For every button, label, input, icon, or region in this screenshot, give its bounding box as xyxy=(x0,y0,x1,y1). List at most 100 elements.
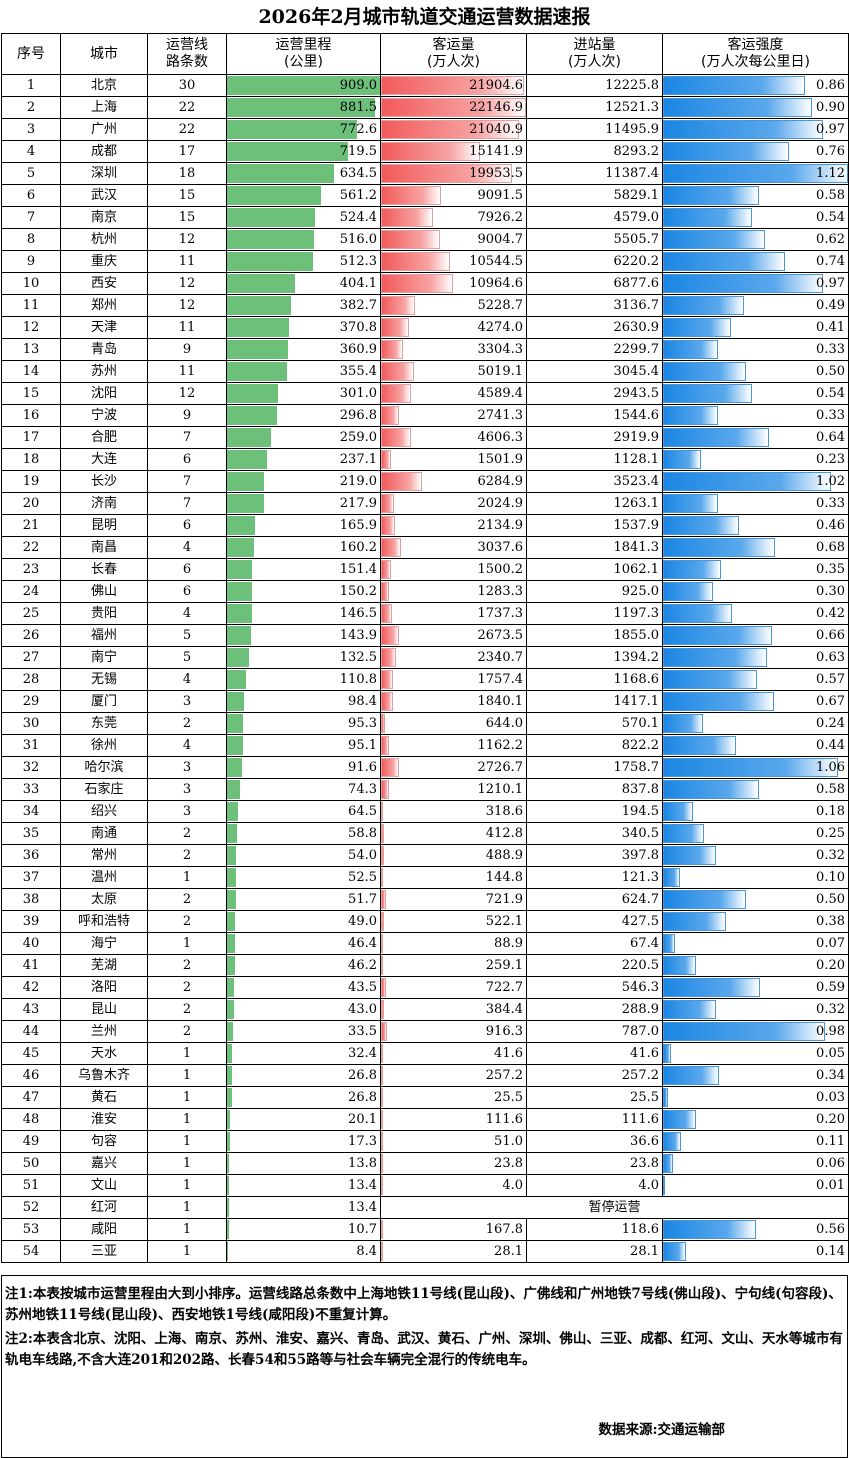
rank-cell: 17 xyxy=(1,426,61,449)
lines-cell: 2 xyxy=(147,954,227,977)
intensity-cell-bar xyxy=(663,824,705,843)
entries-cell: 624.7 xyxy=(526,888,663,911)
mileage-cell-value: 43.5 xyxy=(348,980,377,995)
ridership-cell: 23.8 xyxy=(380,1152,527,1175)
ridership-cell-bar xyxy=(381,626,399,645)
intensity-cell: 0.14 xyxy=(662,1240,849,1263)
ridership-cell-value: 7926.2 xyxy=(477,210,524,225)
mileage-cell-value: 524.4 xyxy=(339,210,377,225)
ridership-cell: 21040.9 xyxy=(380,118,527,141)
intensity-cell: 0.32 xyxy=(662,844,849,867)
intensity-cell-value: 0.30 xyxy=(816,584,845,599)
intensity-cell: 0.05 xyxy=(662,1042,849,1065)
intensity-cell-value: 0.50 xyxy=(816,364,845,379)
intensity-cell-value: 0.41 xyxy=(816,320,845,335)
intensity-cell: 0.86 xyxy=(662,74,849,97)
ridership-cell-bar xyxy=(381,1154,383,1173)
mileage-cell-bar xyxy=(227,802,238,821)
ridership-cell-value: 1501.9 xyxy=(477,452,524,467)
ridership-cell: 522.1 xyxy=(380,910,527,933)
lines-cell: 2 xyxy=(147,712,227,735)
mileage-cell-bar xyxy=(227,1088,232,1107)
lines-cell: 7 xyxy=(147,426,227,449)
intensity-cell-value: 0.67 xyxy=(816,694,845,709)
table-row: 26 福州 5 143.9 2673.5 1855.0 0.66 xyxy=(1,624,849,647)
ridership-cell-bar xyxy=(381,1022,387,1041)
mileage-cell-bar xyxy=(227,516,255,535)
ridership-cell-bar xyxy=(381,890,386,909)
ridership-cell-bar xyxy=(381,428,412,447)
intensity-cell-bar xyxy=(663,846,716,865)
entries-cell: 121.3 xyxy=(526,866,663,889)
entries-cell: 1394.2 xyxy=(526,646,663,669)
ridership-cell: 412.8 xyxy=(380,822,527,845)
intensity-cell: 0.35 xyxy=(662,558,849,581)
intensity-cell-value: 0.23 xyxy=(816,452,845,467)
city-cell: 福州 xyxy=(60,624,148,647)
rank-cell: 4 xyxy=(1,140,61,163)
intensity-cell: 0.66 xyxy=(662,624,849,647)
table-row: 19 长沙 7 219.0 6284.9 3523.4 1.02 xyxy=(1,470,849,493)
ridership-cell-bar xyxy=(381,1220,383,1239)
intensity-cell-value: 0.64 xyxy=(816,430,845,445)
ridership-cell-value: 22146.9 xyxy=(469,100,523,115)
ridership-cell-value: 15141.9 xyxy=(469,144,523,159)
entries-cell: 3045.4 xyxy=(526,360,663,383)
lines-cell: 1 xyxy=(147,1240,227,1263)
intensity-cell-bar xyxy=(663,780,759,799)
mileage-cell-bar xyxy=(227,362,287,381)
intensity-cell: 0.18 xyxy=(662,800,849,823)
ridership-cell: 1840.1 xyxy=(380,690,527,713)
ridership-cell-bar xyxy=(381,846,385,865)
ridership-cell: 10544.5 xyxy=(380,250,527,273)
rank-cell: 23 xyxy=(1,558,61,581)
ridership-cell-bar xyxy=(381,406,399,425)
mileage-cell-value: 561.2 xyxy=(339,188,377,203)
entries-cell: 3523.4 xyxy=(526,470,663,493)
rank-cell: 28 xyxy=(1,668,61,691)
ridership-cell: 51.0 xyxy=(380,1130,527,1153)
intensity-cell-value: 0.24 xyxy=(816,716,845,731)
mileage-cell: 772.6 xyxy=(226,118,381,141)
ridership-cell: 9004.7 xyxy=(380,228,527,251)
mileage-cell-value: 217.9 xyxy=(339,496,377,511)
rank-cell: 50 xyxy=(1,1152,61,1175)
ridership-cell: 2134.9 xyxy=(380,514,527,537)
ridership-cell-bar xyxy=(381,120,519,139)
intensity-cell-value: 0.42 xyxy=(816,606,845,621)
lines-cell: 1 xyxy=(147,932,227,955)
ridership-cell: 167.8 xyxy=(380,1218,527,1241)
intensity-cell: 0.42 xyxy=(662,602,849,625)
mileage-cell-value: 95.3 xyxy=(348,716,377,731)
entries-cell: 5829.1 xyxy=(526,184,663,207)
ridership-cell: 721.9 xyxy=(380,888,527,911)
ridership-cell-bar xyxy=(381,978,386,997)
ridership-cell-bar xyxy=(381,934,383,953)
mileage-cell: 512.3 xyxy=(226,250,381,273)
intensity-cell-bar xyxy=(663,142,789,161)
intensity-cell-bar xyxy=(663,208,753,227)
table-row: 48 淮安 1 20.1 111.6 111.6 0.20 xyxy=(1,1108,849,1131)
entries-cell: 570.1 xyxy=(526,712,663,735)
intensity-cell-bar xyxy=(663,868,680,887)
lines-cell: 12 xyxy=(147,294,227,317)
mileage-cell-bar xyxy=(227,494,264,513)
ridership-cell: 384.4 xyxy=(380,998,527,1021)
mileage-cell-value: 13.8 xyxy=(348,1156,377,1171)
rank-cell: 51 xyxy=(1,1174,61,1197)
mileage-cell-bar xyxy=(227,846,237,865)
mileage-cell-bar xyxy=(227,1066,232,1085)
ridership-cell-bar xyxy=(381,1176,383,1195)
mileage-cell-bar xyxy=(227,252,314,271)
ridership-cell-value: 722.7 xyxy=(485,980,523,995)
intensity-cell: 0.01 xyxy=(662,1174,849,1197)
table-row: 31 徐州 4 95.1 1162.2 822.2 0.44 xyxy=(1,734,849,757)
rank-cell: 46 xyxy=(1,1064,61,1087)
entries-cell: 8293.2 xyxy=(526,140,663,163)
ridership-cell-value: 4274.0 xyxy=(477,320,524,335)
city-cell: 三亚 xyxy=(60,1240,148,1263)
ridership-cell-bar xyxy=(381,340,403,359)
ridership-cell-value: 25.5 xyxy=(494,1090,523,1105)
table-row: 16 宁波 9 296.8 2741.3 1544.6 0.33 xyxy=(1,404,849,427)
intensity-cell-bar xyxy=(663,538,776,557)
